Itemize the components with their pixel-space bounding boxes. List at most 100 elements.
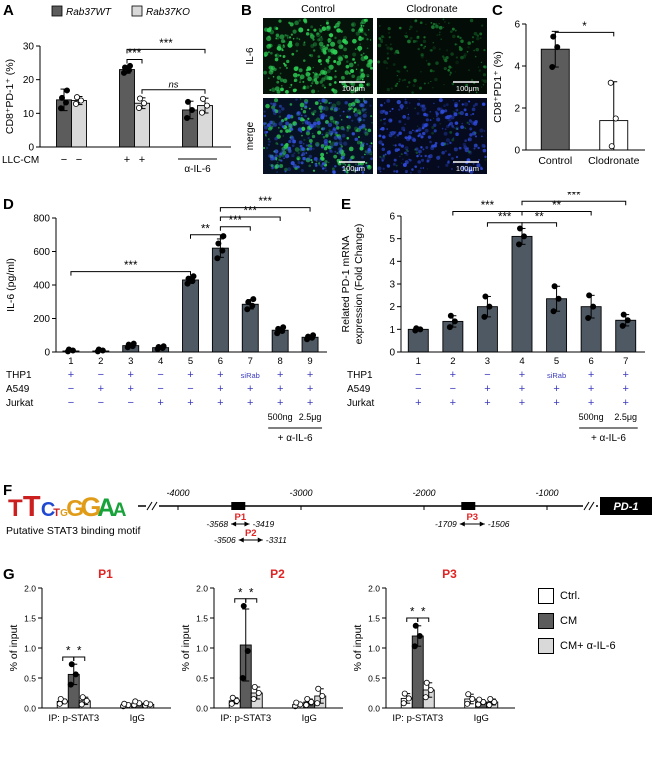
svg-text:500ng: 500ng <box>579 412 604 422</box>
svg-text:-3506: -3506 <box>214 535 236 545</box>
svg-text:+: + <box>247 383 253 395</box>
svg-text:7: 7 <box>623 356 628 367</box>
svg-text:0.5: 0.5 <box>196 674 208 684</box>
svg-text:+: + <box>277 383 283 395</box>
svg-text:−: − <box>68 397 74 409</box>
svg-text:THP1: THP1 <box>347 370 373 381</box>
svg-text:**: ** <box>552 200 561 212</box>
svg-text:+: + <box>187 369 193 381</box>
svg-text:+: + <box>277 397 283 409</box>
panel-d-chart: 0 200 400 600 800 IL-6 (pg/ml) 1 2 3 4 5 6 7 8 9 *** ** *… <box>0 192 337 485</box>
svg-text:THP1: THP1 <box>6 370 32 381</box>
svg-text:Clodronate: Clodronate <box>406 3 458 15</box>
svg-text:G: G <box>66 495 84 521</box>
svg-text:+: + <box>68 369 74 381</box>
svg-text:+ α-IL-6: + α-IL-6 <box>591 433 626 444</box>
svg-text:***: *** <box>244 205 258 217</box>
svg-text:+: + <box>553 383 559 395</box>
svg-text:***: *** <box>567 192 581 202</box>
svg-text:*: * <box>421 607 426 619</box>
svg-text:+: + <box>450 369 456 381</box>
legend-label: CM+ α-IL-6 <box>560 640 616 652</box>
svg-text:+: + <box>247 397 253 409</box>
svg-text:***: *** <box>159 38 173 50</box>
svg-text:4: 4 <box>514 62 520 73</box>
svg-text:A: A <box>97 494 115 522</box>
svg-text:-3419: -3419 <box>252 519 274 529</box>
legend-label: CM <box>560 615 578 627</box>
svg-text:**: ** <box>535 211 544 223</box>
svg-text:+: + <box>622 369 628 381</box>
svg-text:A: A <box>113 500 127 521</box>
panel-b-images: Control Clodronate IL-6 merge 100μm 100μm 100μ… <box>237 0 490 197</box>
svg-text:0: 0 <box>44 348 50 359</box>
svg-text:expression (Fold Change): expression (Fold Change) <box>353 224 365 345</box>
svg-text:1.5: 1.5 <box>196 614 208 624</box>
svg-text:500ng: 500ng <box>268 412 293 422</box>
svg-text:+: + <box>519 397 525 409</box>
panel-e-label: E <box>341 196 352 213</box>
svg-text:1.0: 1.0 <box>24 644 36 654</box>
svg-text:10: 10 <box>23 109 35 120</box>
svg-text:+: + <box>128 369 134 381</box>
svg-text:ns: ns <box>168 79 178 90</box>
svg-text:−: − <box>68 383 74 395</box>
svg-text:+: + <box>217 369 223 381</box>
svg-text:5: 5 <box>389 234 395 245</box>
svg-text:A549: A549 <box>6 384 30 395</box>
svg-text:***: *** <box>128 48 142 60</box>
svg-text:+: + <box>307 369 313 381</box>
svg-text:0: 0 <box>389 348 395 359</box>
svg-text:20: 20 <box>23 75 35 86</box>
svg-text:2: 2 <box>514 104 520 115</box>
svg-text:% of input: % of input <box>352 625 364 672</box>
svg-text:G: G <box>81 492 102 522</box>
panel-g-chart-p2: 0.0 0.5 1.0 1.5 2.0 % of input IP: p-STAT3 IgG *… <box>180 566 345 763</box>
svg-text:0: 0 <box>514 146 520 157</box>
svg-text:P1: P1 <box>98 567 113 581</box>
panel-g-label: G <box>3 566 15 583</box>
svg-text:6: 6 <box>588 356 593 367</box>
svg-text:2.5μg: 2.5μg <box>614 412 637 422</box>
svg-text:−: − <box>61 154 67 166</box>
svg-text:9: 9 <box>307 356 312 367</box>
svg-text:+: + <box>484 397 490 409</box>
svg-text:Control: Control <box>538 155 572 167</box>
svg-text:4: 4 <box>158 356 163 367</box>
svg-text:α-IL-6: α-IL-6 <box>184 164 211 175</box>
legend-swatch <box>538 588 554 604</box>
legend-item: Ctrl. <box>538 588 616 604</box>
svg-text:***: *** <box>229 215 243 227</box>
svg-text:1.0: 1.0 <box>368 644 380 654</box>
svg-text:Related PD-1 mRNA: Related PD-1 mRNA <box>340 236 352 333</box>
svg-text:IL-6 (pg/ml): IL-6 (pg/ml) <box>5 258 17 312</box>
panel-f-diagram: T T C T G G G A A Putative STAT3 binding motif -40… <box>0 480 657 571</box>
svg-text:+: + <box>277 369 283 381</box>
svg-text:% of input: % of input <box>180 625 192 672</box>
svg-text:+: + <box>519 383 525 395</box>
svg-text:+: + <box>622 383 628 395</box>
legend-label: Ctrl. <box>560 590 581 602</box>
svg-text:+: + <box>128 383 134 395</box>
svg-text:*: * <box>410 607 415 619</box>
svg-text:400: 400 <box>33 281 50 292</box>
svg-text:2: 2 <box>450 356 455 367</box>
svg-text:0.5: 0.5 <box>368 674 380 684</box>
svg-text:1: 1 <box>68 356 73 367</box>
svg-text:−: − <box>484 369 490 381</box>
svg-text:***: *** <box>481 200 495 212</box>
svg-text:-3311: -3311 <box>266 535 287 545</box>
svg-text:0.0: 0.0 <box>368 704 380 714</box>
svg-text:Control: Control <box>301 3 335 15</box>
panel-a-label: A <box>3 2 14 19</box>
svg-text:2: 2 <box>98 356 103 367</box>
svg-text:+: + <box>217 383 223 395</box>
svg-text:IP: p-STAT3: IP: p-STAT3 <box>48 713 99 724</box>
g-legend: Ctrl. CM CM+ α-IL-6 <box>538 588 616 663</box>
svg-text:−: − <box>415 383 421 395</box>
svg-text:+: + <box>217 397 223 409</box>
svg-text:*: * <box>77 646 82 658</box>
svg-text:−: − <box>98 369 104 381</box>
svg-text:+: + <box>157 397 163 409</box>
svg-text:4: 4 <box>389 257 395 268</box>
